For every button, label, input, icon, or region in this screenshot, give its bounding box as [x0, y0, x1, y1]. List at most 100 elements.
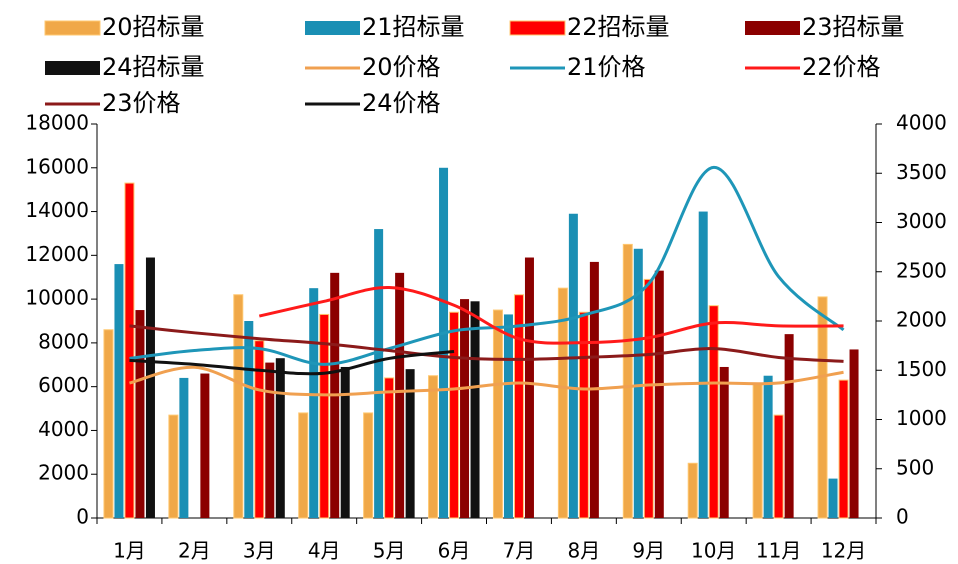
legend-swatch	[305, 21, 360, 35]
legend-label: 23价格	[102, 89, 181, 117]
line	[129, 350, 455, 376]
bar	[643, 278, 654, 519]
bar	[395, 272, 405, 518]
bar	[145, 257, 155, 518]
legend-label: 21价格	[567, 53, 646, 81]
y-tick-label: 18000	[25, 111, 89, 135]
bar	[557, 287, 568, 519]
bar	[752, 383, 763, 519]
line	[129, 365, 844, 397]
y2-tick-label: 1500	[896, 357, 947, 381]
line	[129, 324, 844, 363]
legend: 20招标量 21招标量 22招标量 23招标量 24招标量 20价格 21价格 22价格 23价…	[44, 13, 905, 117]
x-tick-label: 2月	[178, 539, 211, 563]
bar	[719, 366, 729, 518]
bar	[135, 310, 145, 518]
legend-label: 22招标量	[567, 13, 670, 41]
x-tick-label: 1月	[113, 539, 146, 563]
bar	[254, 340, 265, 519]
y-tick-label: 0	[76, 505, 89, 529]
bar	[784, 334, 794, 518]
bar	[838, 379, 849, 519]
bar	[405, 369, 415, 518]
legend-swatch	[45, 61, 100, 75]
bar	[265, 362, 275, 518]
bar	[179, 377, 189, 518]
bar	[124, 182, 135, 519]
bar	[817, 296, 828, 519]
bar	[244, 321, 254, 518]
x-tick-label: 4月	[308, 539, 341, 563]
bar	[428, 375, 439, 519]
bar	[233, 294, 244, 519]
y2-tick-label: 4000	[896, 111, 947, 135]
bar	[698, 211, 708, 519]
bar	[687, 462, 698, 519]
bar	[340, 366, 350, 518]
bar	[763, 375, 773, 518]
legend-label: 22价格	[802, 53, 881, 81]
x-tick-label: 10月	[691, 539, 736, 563]
bar	[449, 311, 460, 519]
y-tick-label: 10000	[25, 286, 89, 310]
bar	[654, 270, 664, 518]
legend-swatch	[509, 20, 566, 36]
bar	[103, 329, 114, 519]
y2-tick-label: 1000	[896, 406, 947, 430]
x-tick-label: 6月	[438, 539, 471, 563]
bar	[492, 309, 503, 519]
bar	[849, 349, 859, 518]
y-tick-label: 6000	[38, 373, 89, 397]
legend-label: 20价格	[362, 53, 441, 81]
y2-tick-label: 0	[896, 505, 909, 529]
bar	[828, 478, 838, 518]
legend-label: 24招标量	[102, 53, 205, 81]
bar	[708, 305, 719, 519]
x-tick-label: 3月	[243, 539, 276, 563]
bar	[460, 299, 470, 518]
bar	[384, 377, 395, 519]
y-tick-label: 14000	[25, 198, 89, 222]
bar	[319, 313, 330, 519]
bar	[298, 412, 309, 519]
x-tick-label: 11月	[756, 539, 801, 563]
bar	[114, 264, 124, 518]
y2-tick-label: 3500	[896, 160, 947, 184]
x-tick-label: 7月	[503, 539, 536, 563]
bar	[363, 412, 374, 519]
bar	[578, 311, 589, 519]
legend-swatch	[44, 20, 101, 36]
y2-tick-label: 2500	[896, 258, 947, 282]
y-tick-label: 4000	[38, 417, 89, 441]
legend-label: 24价格	[362, 89, 441, 117]
y2-tick-label: 3000	[896, 209, 947, 233]
line	[258, 286, 844, 345]
bar	[513, 294, 524, 519]
line	[129, 165, 845, 366]
legend-label: 20招标量	[102, 13, 205, 41]
legend-label: 21招标量	[362, 13, 465, 41]
y2-tick-label: 2000	[896, 308, 947, 332]
bar	[524, 257, 534, 518]
bar	[633, 248, 643, 518]
legend-swatch	[745, 21, 800, 35]
bar	[168, 414, 179, 519]
bar	[275, 358, 285, 518]
y-tick-label: 8000	[38, 329, 89, 353]
bar	[622, 243, 633, 519]
bar	[439, 167, 449, 518]
bar	[309, 288, 319, 518]
bar	[200, 373, 210, 518]
legend-label: 23招标量	[802, 13, 905, 41]
bar	[773, 414, 784, 519]
bar	[503, 314, 513, 518]
x-tick-label: 5月	[373, 539, 406, 563]
x-tick-label: 12月	[821, 539, 866, 563]
y-tick-label: 12000	[25, 242, 89, 266]
y-tick-label: 2000	[38, 461, 89, 485]
x-tick-label: 9月	[632, 539, 665, 563]
bar	[374, 229, 384, 519]
x-tick-label: 8月	[568, 539, 601, 563]
y-tick-label: 16000	[25, 154, 89, 178]
